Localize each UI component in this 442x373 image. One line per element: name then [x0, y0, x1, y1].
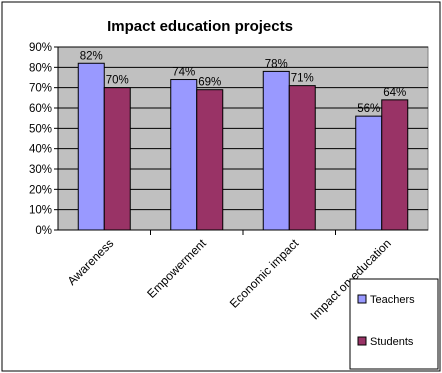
data-label: 78% — [265, 58, 288, 70]
bar — [103, 87, 131, 231]
legend-swatch — [357, 294, 367, 304]
bar — [355, 115, 383, 231]
data-label: 56% — [357, 103, 380, 115]
data-label: 74% — [172, 67, 195, 79]
data-label: 69% — [198, 77, 221, 89]
data-label: 70% — [106, 75, 129, 87]
y-tick-label: 20% — [29, 184, 52, 196]
y-tick-label: 60% — [29, 103, 52, 115]
data-label: 82% — [80, 50, 103, 62]
bar — [381, 99, 409, 231]
y-tick-label: 70% — [29, 83, 52, 95]
y-tick-label: 0% — [35, 225, 52, 237]
y-tick-label: 50% — [29, 123, 52, 135]
bar — [77, 62, 105, 231]
legend-label: Teachers — [370, 294, 415, 306]
legend: Teachers Students — [349, 278, 439, 370]
bar — [288, 85, 316, 231]
legend-label: Students — [370, 336, 414, 348]
bar — [170, 79, 198, 231]
y-tick-label: 40% — [29, 144, 52, 156]
bar — [262, 70, 290, 231]
data-label: 64% — [383, 87, 406, 99]
chart-title: Impact education projects — [107, 18, 293, 35]
y-tick-label: 10% — [29, 205, 52, 217]
data-label: 71% — [291, 73, 314, 85]
y-tick-label: 90% — [29, 42, 52, 54]
y-tick-label: 80% — [29, 62, 52, 74]
legend-box — [349, 278, 439, 370]
bar — [196, 89, 224, 231]
y-tick-label: 30% — [29, 164, 52, 176]
legend-swatch — [357, 336, 367, 346]
